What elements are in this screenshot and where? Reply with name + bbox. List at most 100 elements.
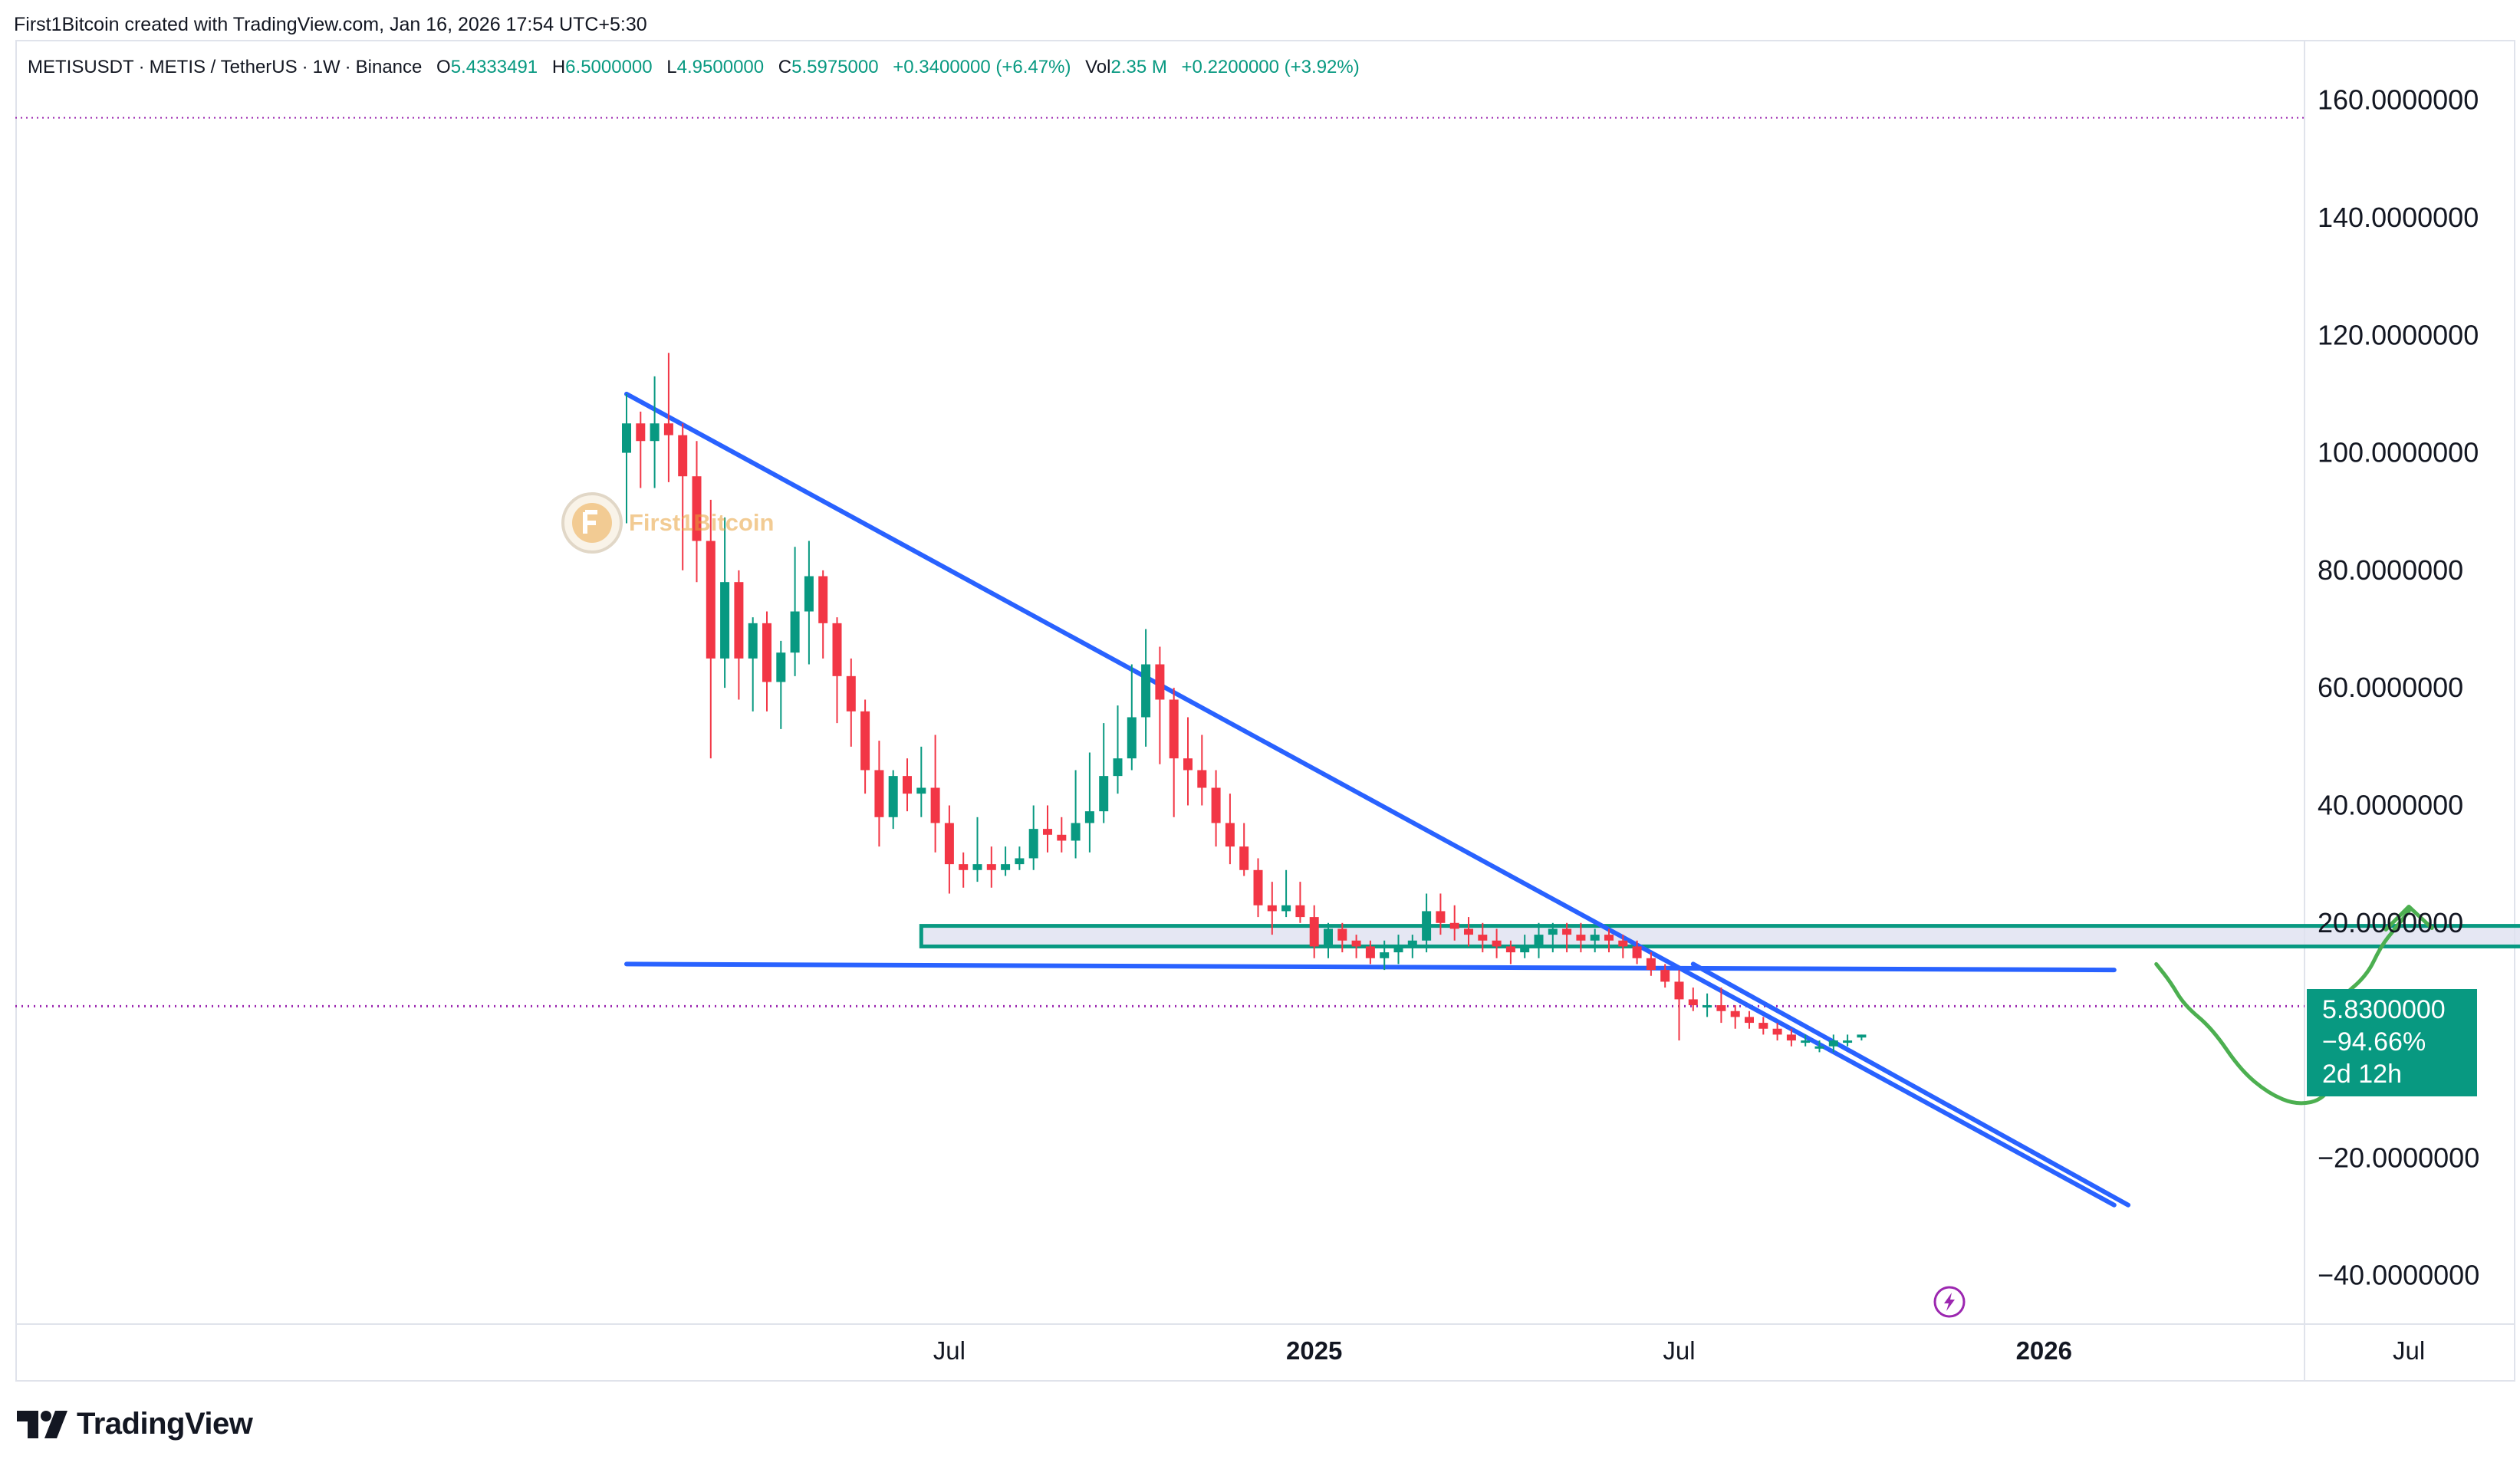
last-price-label: 5.8300000 −94.66% 2d 12h [2307,989,2477,1096]
candle-body [1505,946,1515,953]
candle-body [706,541,716,659]
candle-body [1660,970,1670,982]
candle-body [1604,935,1614,941]
legend-open-label: O [436,57,451,77]
price-tick-label[interactable]: 40.0000000 [2318,789,2463,820]
candle-body [804,576,814,612]
candle-body [1028,829,1038,859]
chart-legend[interactable]: METISUSDT · METIS / TetherUS · 1W · Binance O5… [28,57,1360,77]
descending-trendline[interactable] [624,391,2117,1208]
time-tick-label[interactable]: Jul [1663,1336,1695,1365]
bar-countdown: 2d 12h [2322,1060,2402,1089]
candle-body [818,576,828,623]
candle-body [1155,664,1165,700]
watermark-text: First1Bitcoin [629,509,775,536]
price-axis[interactable]: 160.0000000 140.0000000 120.0000000 100.000… [2318,84,2479,1291]
candle-body [1843,1040,1853,1043]
projection-arrow-head[interactable] [2383,904,2434,932]
first1bitcoin-logo-icon [561,492,623,554]
legend-symbol[interactable]: METISUSDT [28,57,134,77]
candle-body [930,787,940,823]
price-tick-label[interactable]: 140.0000000 [2318,202,2479,233]
candle-body [1309,917,1319,947]
candle-body [1534,935,1544,947]
candle-body [1786,1034,1796,1041]
legend-low: 4.9500000 [676,57,765,77]
time-tick-label[interactable]: 2026 [2016,1336,2072,1365]
drawing-layer[interactable] [15,117,2305,1208]
price-tick-label[interactable]: 20.0000000 [2318,907,2463,938]
candle-body [1688,999,1698,1006]
legend-change: +0.3400000 (+6.47%) [893,57,1071,77]
price-tick-label[interactable]: 160.0000000 [2318,84,2479,116]
candle-body [1281,905,1291,912]
chart-frame[interactable] [15,40,2515,1382]
candle-body [1801,1040,1811,1043]
candle-body [944,823,954,865]
support-resistance-zone[interactable] [919,924,2520,948]
candle-body [1520,946,1530,953]
price-tick-label[interactable]: 120.0000000 [2318,319,2479,350]
candle-body [1197,770,1207,788]
support-line[interactable] [624,961,2117,973]
candle-body [1084,811,1094,823]
zone-rectangle[interactable] [919,924,2520,948]
candle-body [1618,940,1628,947]
projection-path[interactable] [2154,909,2411,1106]
price-tick-label[interactable]: 80.0000000 [2318,554,2463,586]
time-tick-label[interactable]: 2025 [1286,1336,1342,1365]
candle-body [860,711,870,771]
tradingview-logo[interactable]: TradingView [17,1407,253,1441]
price-tick-label[interactable]: −40.0000000 [2318,1260,2479,1291]
candle-body [1324,928,1333,947]
candle-body [1295,905,1305,918]
legend-name: METIS / TetherUS [149,57,298,77]
legend-high: 6.5000000 [565,57,653,77]
lightning-icon[interactable] [1933,1286,1966,1318]
candle-body [1113,758,1123,777]
candle-body [1239,846,1249,870]
price-tick-label[interactable]: 100.0000000 [2318,437,2479,468]
legend-low-label: L [666,57,677,77]
candle-body [1745,1017,1754,1024]
candle-body [762,623,771,682]
candle-body [916,787,926,794]
first1bitcoin-watermark: First1Bitcoin [560,491,774,555]
candle-body [1828,1040,1838,1047]
candle-body [1380,952,1390,958]
projection-layer[interactable] [2154,904,2434,1106]
legend-interval[interactable]: 1W [312,57,340,77]
candle-body [678,435,688,477]
candle-body [650,423,660,442]
candle-body [1393,946,1403,953]
candle-body [1857,1034,1867,1038]
lower-trendline[interactable] [1690,961,2131,1208]
candle-body [903,776,912,794]
last-price-change: −94.66% [2322,1027,2426,1057]
time-axis[interactable]: Jul 2025 Jul 2026 Jul [933,1336,2425,1365]
tradingview-logo-icon [17,1410,67,1438]
candle-body [1702,1005,1712,1008]
candle-body [846,675,856,711]
chart-attribution: First1Bitcoin created with TradingView.c… [14,14,647,35]
time-tick-label[interactable]: Jul [2393,1336,2425,1365]
candle-body [748,623,758,659]
candle-body [720,582,730,659]
candle-body [1351,940,1361,947]
candle-body [1169,699,1179,759]
candle-body [1253,869,1263,905]
price-tick-label[interactable]: 60.0000000 [2318,672,2463,703]
candle-body [1772,1028,1782,1035]
candle-body [832,623,842,676]
time-tick-label[interactable]: Jul [933,1336,966,1365]
legend-vol-label: Vol [1085,57,1111,77]
candle-body [1141,664,1151,718]
price-tick-label[interactable]: −20.0000000 [2318,1142,2479,1173]
candle-body [1646,958,1656,971]
candle-body [986,864,996,870]
candle-body [1225,823,1235,847]
candle-body [1407,940,1417,947]
candle-body [972,864,982,870]
legend-close-label: C [778,57,792,77]
